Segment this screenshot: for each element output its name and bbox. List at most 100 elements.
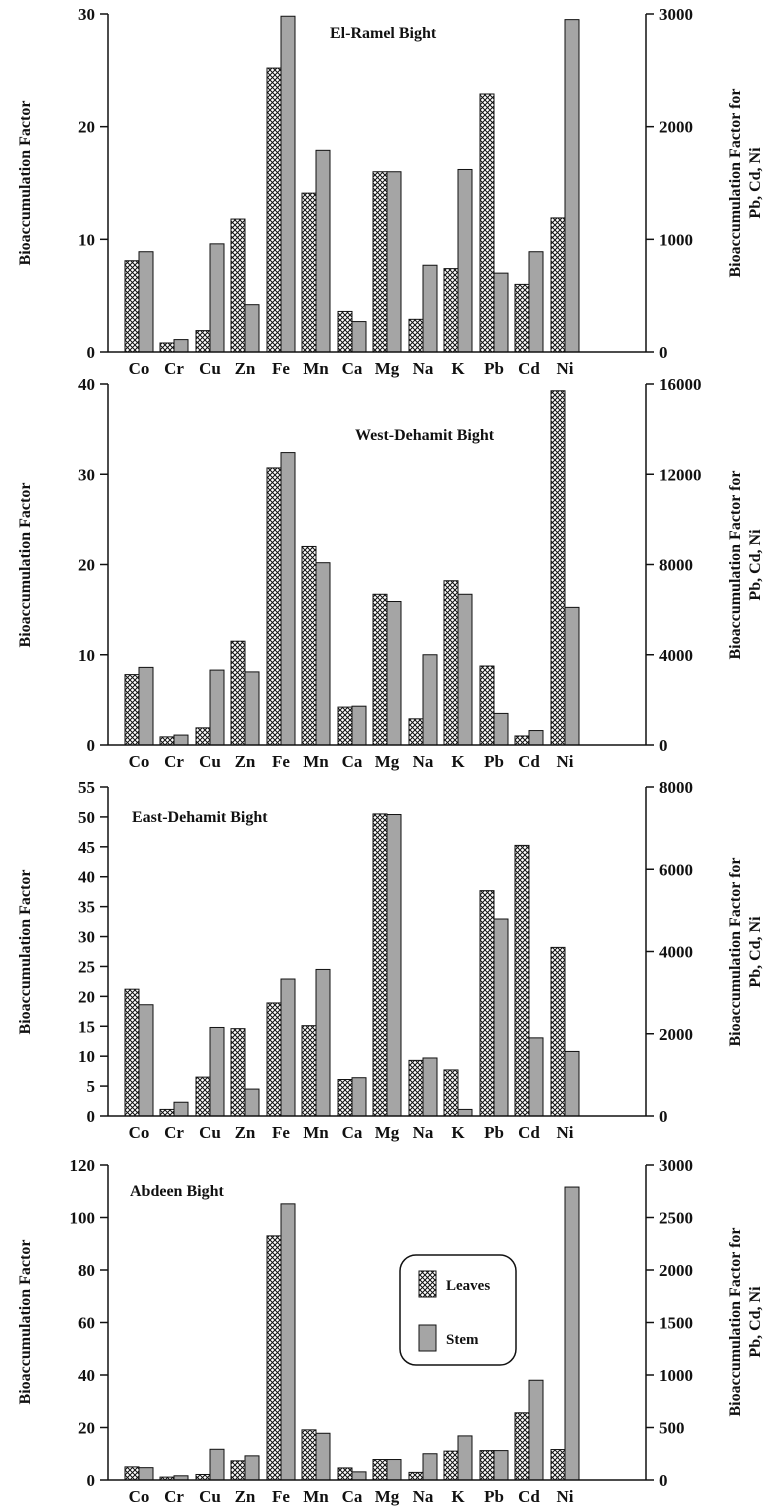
- bar-leaves-ni: [550, 217, 566, 353]
- right-tick-label: 8000: [659, 778, 693, 797]
- right-tick-label: 6000: [659, 860, 693, 879]
- left-tick-label: 10: [78, 1047, 95, 1066]
- bar-leaves-cu: [195, 1076, 211, 1117]
- bar-stem-zn: [244, 1455, 260, 1481]
- bar-leaves-na: [408, 1471, 424, 1481]
- bar-leaves-cr: [159, 736, 175, 746]
- category-label-ca: Ca: [342, 359, 363, 378]
- category-label-cu: Cu: [199, 359, 221, 378]
- category-label-na: Na: [413, 1123, 434, 1142]
- bar-leaves-ca: [337, 1467, 353, 1481]
- y-axis-label-right-line: Bioaccumulation Factor for: [727, 470, 744, 659]
- bar-stem-cu: [209, 1448, 225, 1481]
- bar-leaves-cd: [514, 1412, 530, 1481]
- category-label-ca: Ca: [342, 1123, 363, 1142]
- category-label-mg: Mg: [375, 752, 400, 771]
- category-label-mg: Mg: [375, 1487, 400, 1506]
- bar-leaves-mg: [372, 593, 388, 746]
- bar-stem-na: [422, 654, 438, 746]
- category-label-co: Co: [129, 1487, 150, 1506]
- bar-leaves-ca: [337, 310, 353, 353]
- category-label-fe: Fe: [272, 359, 290, 378]
- left-tick-label: 120: [70, 1156, 96, 1175]
- bar-leaves-cr: [159, 1108, 175, 1117]
- right-tick-label: 1000: [659, 1366, 693, 1385]
- left-tick-label: 50: [78, 808, 95, 827]
- y-axis-label-right-line: Bioaccumulation Factor for: [727, 88, 744, 277]
- bar-leaves-k: [443, 580, 459, 746]
- left-tick-label: 10: [78, 230, 95, 249]
- bar-leaves-k: [443, 1450, 459, 1481]
- right-tick-label: 2000: [659, 1025, 693, 1044]
- bar-leaves-ni: [550, 390, 566, 746]
- bar-leaves-pb: [479, 1450, 495, 1481]
- left-tick-label: 25: [78, 957, 95, 976]
- bar-leaves-cd: [514, 283, 530, 353]
- right-tick-label: 4000: [659, 646, 693, 665]
- category-label-k: K: [451, 359, 465, 378]
- bar-leaves-co: [124, 1466, 140, 1481]
- left-tick-label: 80: [78, 1261, 95, 1280]
- bar-stem-ni: [564, 1186, 580, 1481]
- left-tick-label: 20: [78, 1419, 95, 1438]
- category-label-fe: Fe: [272, 752, 290, 771]
- bar-stem-cr: [173, 1101, 189, 1117]
- y-axis-label-right-line: Bioaccumulation Factor for: [727, 1227, 744, 1416]
- bar-stem-zn: [244, 1088, 260, 1117]
- category-label-pb: Pb: [484, 1123, 504, 1142]
- category-label-ni: Ni: [557, 1487, 574, 1506]
- left-tick-label: 0: [87, 1471, 96, 1490]
- right-tick-label: 0: [659, 343, 668, 362]
- bar-leaves-pb: [479, 93, 495, 353]
- bar-leaves-fe: [266, 1002, 282, 1117]
- chart-panel-1: Co Cr Cu Zn Fe Mn Ca Mg Na K Pb Cd Ni 0 10 20 30 0 1000 200…: [17, 5, 764, 378]
- bar-stem-cd: [528, 251, 544, 353]
- category-label-cd: Cd: [518, 359, 540, 378]
- bar-leaves-mg: [372, 813, 388, 1117]
- bar-leaves-zn: [230, 218, 246, 353]
- right-tick-label: 16000: [659, 375, 702, 394]
- bar-leaves-co: [124, 260, 140, 353]
- bar-leaves-mn: [301, 192, 317, 353]
- chart-panel-2: Co Cr Cu Zn Fe Mn Ca Mg Na K Pb Cd Ni 0 10 20 30 40 0 4000 8…: [17, 375, 764, 771]
- left-tick-label: 30: [78, 928, 95, 947]
- bar-stem-cr: [173, 734, 189, 746]
- bar-stem-na: [422, 264, 438, 353]
- bar-stem-mg: [386, 171, 402, 353]
- bar-stem-k: [457, 1108, 473, 1117]
- left-tick-label: 10: [78, 646, 95, 665]
- right-tick-label: 0: [659, 1471, 668, 1490]
- category-label-cu: Cu: [199, 1123, 221, 1142]
- right-tick-label: 3000: [659, 5, 693, 24]
- left-tick-label: 20: [78, 987, 95, 1006]
- bar-stem-fe: [280, 978, 296, 1117]
- bar-leaves-cu: [195, 1473, 211, 1481]
- bar-stem-ni: [564, 606, 580, 746]
- bar-leaves-ni: [550, 1449, 566, 1481]
- y-axis-label-right-line: Bioaccumulation Factor for: [727, 857, 744, 1046]
- category-label-k: K: [451, 752, 465, 771]
- bar-leaves-cd: [514, 735, 530, 746]
- category-label-zn: Zn: [235, 1487, 256, 1506]
- bar-stem-co: [138, 251, 154, 353]
- bar-stem-ni: [564, 19, 580, 353]
- right-tick-label: 0: [659, 736, 668, 755]
- category-label-ca: Ca: [342, 752, 363, 771]
- right-tick-label: 0: [659, 1107, 668, 1126]
- left-tick-label: 20: [78, 556, 95, 575]
- left-tick-label: 100: [70, 1209, 96, 1228]
- bar-leaves-na: [408, 1059, 424, 1117]
- y-axis-label-right-line: Pb, Cd, Ni: [747, 147, 764, 219]
- left-tick-label: 35: [78, 898, 95, 917]
- bar-stem-fe: [280, 1203, 296, 1481]
- category-label-mn: Mn: [303, 1487, 329, 1506]
- panel-title: El-Ramel Bight: [330, 25, 437, 42]
- bar-stem-cu: [209, 243, 225, 353]
- bar-stem-mn: [315, 562, 331, 746]
- bar-leaves-co: [124, 674, 140, 746]
- bar-stem-na: [422, 1057, 438, 1117]
- bar-leaves-cu: [195, 727, 211, 746]
- right-tick-label: 8000: [659, 556, 693, 575]
- right-tick-label: 1000: [659, 230, 693, 249]
- bar-stem-co: [138, 1004, 154, 1117]
